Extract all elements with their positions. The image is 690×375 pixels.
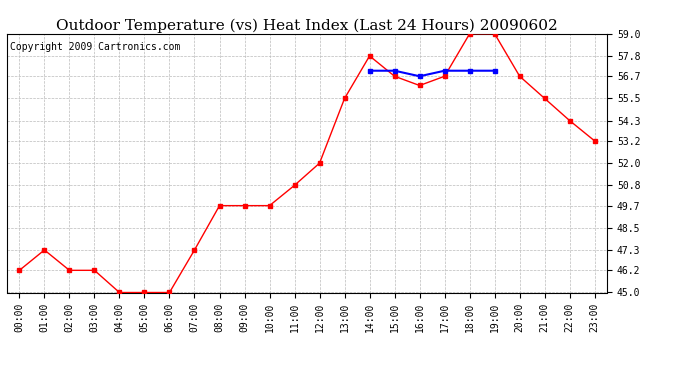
Title: Outdoor Temperature (vs) Heat Index (Last 24 Hours) 20090602: Outdoor Temperature (vs) Heat Index (Las… — [56, 18, 558, 33]
Text: Copyright 2009 Cartronics.com: Copyright 2009 Cartronics.com — [10, 42, 180, 51]
